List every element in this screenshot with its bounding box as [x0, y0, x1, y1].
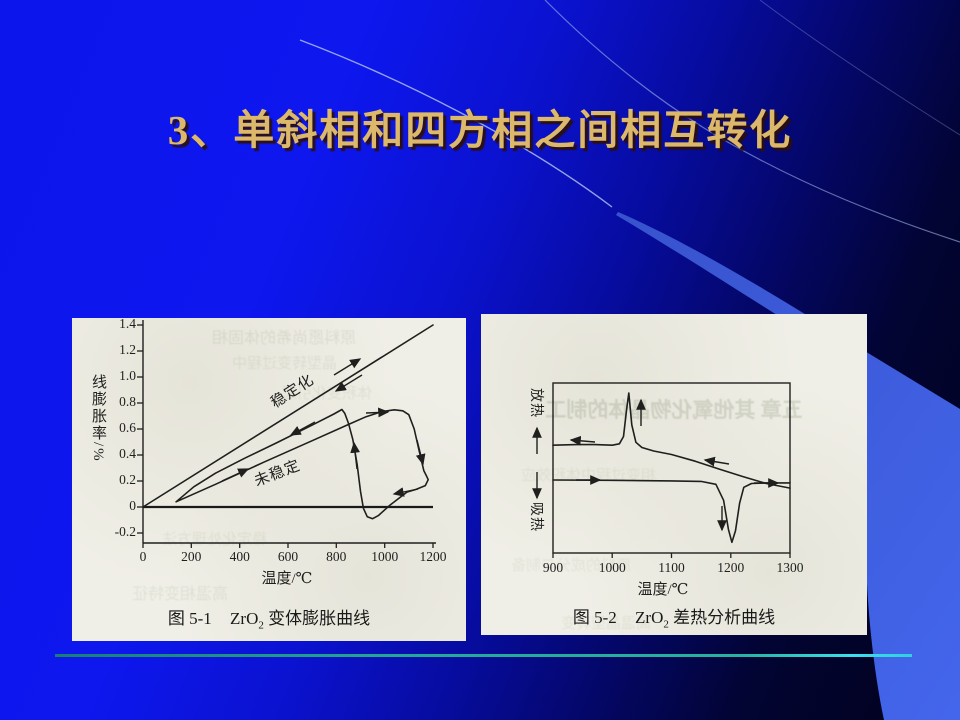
tick-label: 1200 — [717, 560, 745, 575]
formula: ZrO — [230, 609, 259, 628]
expansion-chart — [137, 320, 436, 548]
figure-number: 图 5-1 — [167, 609, 212, 628]
swoosh-arc-main — [299, 39, 613, 208]
swoosh-arc-upper — [544, 0, 960, 243]
tick-label: 1000 — [371, 549, 399, 564]
swoosh-band — [616, 212, 960, 720]
flow-arrows — [569, 398, 780, 532]
figure-number: 图 5-2 — [572, 608, 617, 627]
tick-label: 600 — [277, 549, 299, 564]
tick-label: 900 — [542, 560, 564, 575]
figure-panel-expansion: 原料愿尚希的体固相 晶型转变过程中 体积变化引起 稳定化处理方法 高温相变特征 — [72, 316, 466, 641]
formula-subscript: 2 — [258, 619, 264, 632]
tick-label: 1000 — [598, 560, 626, 575]
tick-label: 1.2 — [119, 342, 136, 357]
heating-curve — [552, 479, 791, 544]
swoosh-arc-faint — [759, 0, 960, 136]
tick-label: 0 — [139, 549, 147, 564]
tick-label: 400 — [229, 549, 250, 564]
tick-label: 0.8 — [119, 394, 136, 409]
y-axis-label: 线膨胀率/% — [90, 374, 106, 463]
tick-label: 800 — [326, 549, 347, 564]
tick-label: 1100 — [658, 560, 685, 575]
formula: ZrO — [635, 608, 664, 627]
tick-label: 200 — [181, 549, 202, 564]
stabilized-curve — [142, 324, 434, 508]
x-axis-label: 温度/℃ — [261, 571, 313, 587]
figure-caption: 图 5-1 ZrO2 变体膨胀曲线 — [72, 604, 466, 631]
caption-text: 变体膨胀曲线 — [263, 609, 371, 628]
figure-caption: 图 5-2 ZrO2 差热分析曲线 — [481, 603, 867, 630]
divider-line — [55, 654, 912, 657]
x-axis-label: 温度/℃ — [637, 582, 689, 598]
formula-subscript: 2 — [663, 618, 669, 631]
flow-arrows — [221, 358, 426, 497]
tick-label: 0.2 — [119, 472, 136, 487]
slide-title: 3、单斜相和四方相之间相互转化 — [167, 107, 793, 153]
tick-label: 1200 — [419, 549, 447, 564]
x-tick-marks — [552, 553, 791, 558]
tick-label: 1.4 — [119, 316, 136, 331]
tick-label: -0.2 — [114, 524, 136, 539]
x-axis-ticks: 0 200 400 600 800 1000 1200 — [72, 318, 466, 641]
y-axis-ticks: 1.4 1.2 1.0 0.8 0.6 0.4 0.2 0 -0.2 — [72, 316, 466, 641]
tick-label: 0.4 — [119, 446, 136, 461]
x-axis-ticks: 900 1000 1100 1200 1300 — [481, 314, 867, 635]
tick-label: 1.0 — [119, 368, 136, 383]
tick-label: 0.6 — [119, 420, 136, 435]
dta-chart — [532, 382, 791, 558]
cooling-curve — [552, 392, 791, 489]
figure-panel-dta: 五章 其他氧化物晶体的制工 相变过程中体积效应 原料的成分与制备 高温晶型转变 — [481, 314, 867, 635]
tick-label: 0 — [129, 498, 136, 513]
y-tick-marks — [137, 324, 143, 534]
tick-label: 1300 — [776, 560, 804, 575]
x-tick-marks — [142, 543, 434, 548]
caption-text: 差热分析曲线 — [668, 608, 776, 627]
